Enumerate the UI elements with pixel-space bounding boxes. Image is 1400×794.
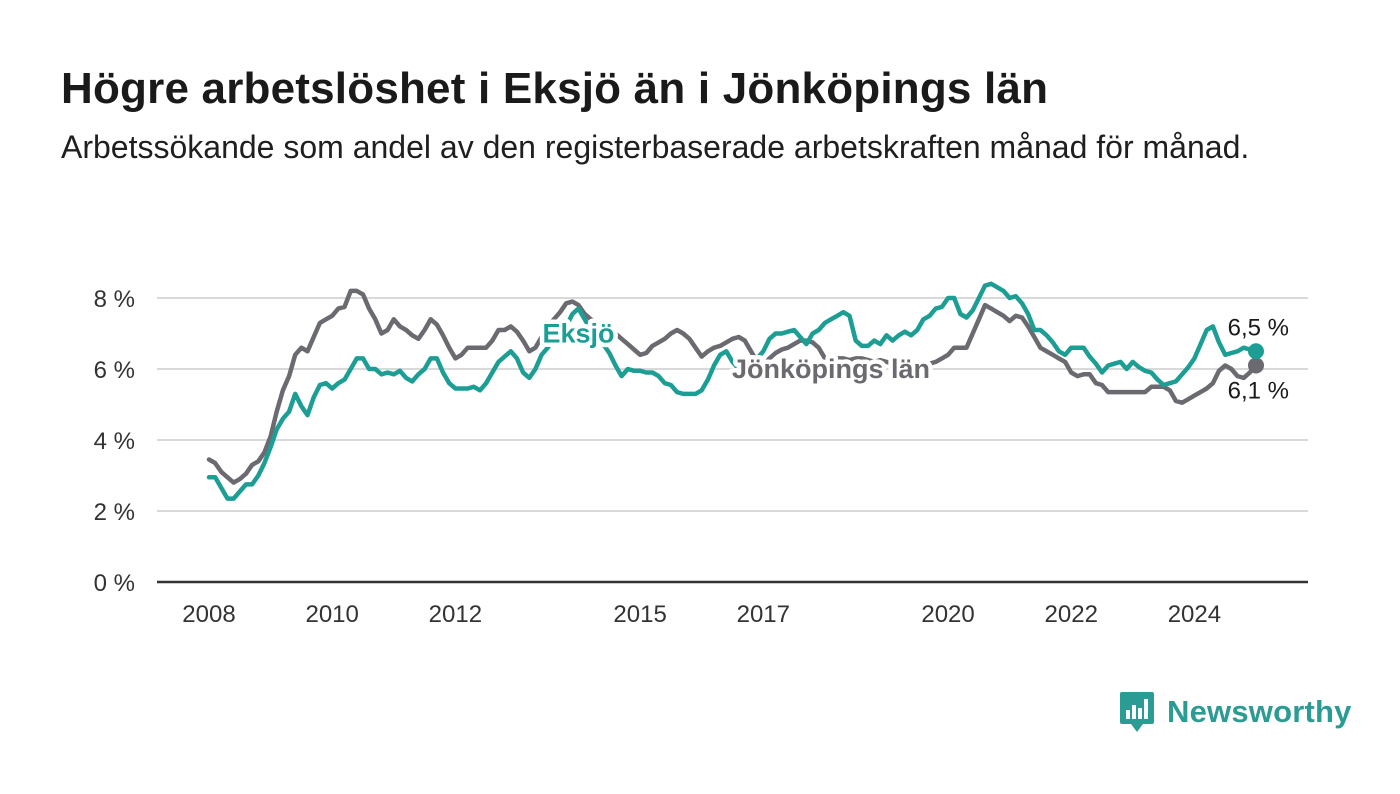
x-tick-label: 2015 (613, 601, 666, 628)
y-tick-label: 2 % (94, 499, 135, 526)
x-tick-label: 2008 (182, 601, 235, 628)
y-tick-label: 6 % (94, 357, 135, 384)
x-tick-label: 2010 (305, 601, 358, 628)
x-tick-label: 2012 (429, 601, 482, 628)
series-line-jonkopings-lan (206, 288, 1259, 485)
x-tick-label: 2024 (1168, 601, 1221, 628)
series-label-jonkopings-lan: Jönköpings län (732, 354, 930, 384)
series-labels: 6,1 % 6,5 % Eksjö Jönköpings län (538, 314, 1289, 404)
x-axis-ticks: 2008 2010 2012 2015 2017 2020 2022 2024 (182, 601, 1221, 628)
end-value-label: 6,5 % (1228, 314, 1289, 341)
chart-subtitle: Arbetssökande som andel av den registerb… (61, 129, 1250, 165)
series-lines (206, 281, 1264, 501)
end-point-marker (1248, 357, 1264, 374)
end-point-marker (1248, 343, 1264, 360)
end-value-label: 6,1 % (1228, 377, 1289, 404)
y-axis-ticks: 0 % 2 % 4 % 6 % 8 % (94, 286, 135, 597)
y-tick-label: 8 % (94, 286, 135, 313)
brand-name: Newsworthy (1167, 694, 1352, 729)
series-line-eksjo (206, 281, 1259, 501)
bar-chart-speech-bubble-icon (1120, 692, 1154, 732)
x-tick-label: 2017 (737, 601, 790, 628)
y-tick-label: 0 % (94, 570, 135, 597)
newsworthy-logo[interactable]: Newsworthy (1119, 690, 1352, 734)
x-tick-label: 2022 (1045, 601, 1098, 628)
y-tick-label: 4 % (94, 428, 135, 455)
x-tick-label: 2020 (921, 601, 974, 628)
series-label-eksjo: Eksjö (543, 319, 615, 349)
chart-title: Högre arbetslöshet i Eksjö än i Jönköpin… (61, 64, 1049, 113)
